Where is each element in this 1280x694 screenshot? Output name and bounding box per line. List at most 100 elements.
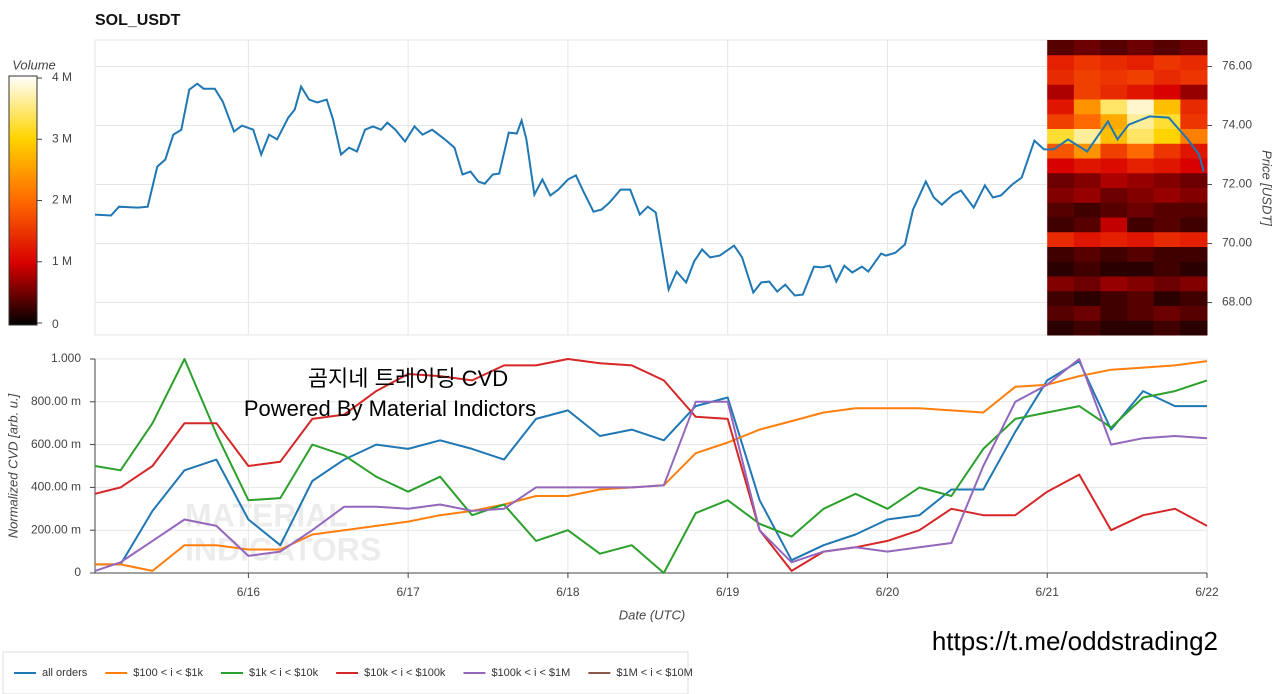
heatmap-cell [1047, 246, 1075, 262]
heatmap-cell [1100, 158, 1128, 174]
heatmap-cell [1047, 261, 1075, 277]
heatmap-cell [1153, 128, 1181, 144]
heatmap-cell [1153, 246, 1181, 262]
heatmap-cell [1153, 261, 1181, 277]
heatmap-cell [1073, 99, 1101, 115]
y-tick-label: 68.00 [1222, 295, 1252, 309]
legend-label: $1k < i < $10k [249, 667, 319, 679]
heatmap-cell [1047, 305, 1075, 321]
x-tick-label: 6/19 [716, 585, 740, 599]
colorbar-tick-label: 3 M [52, 131, 72, 145]
heatmap-cell [1073, 40, 1101, 56]
heatmap-cell [1180, 305, 1208, 321]
x-tick-label: 6/17 [396, 585, 420, 599]
heatmap-cell [1153, 54, 1181, 70]
heatmap-cell [1047, 172, 1075, 188]
heatmap-cell [1180, 54, 1208, 70]
heatmap-cell [1047, 320, 1075, 336]
heatmap-cell [1127, 320, 1155, 336]
heatmap-cell [1073, 217, 1101, 233]
heatmap-cell [1180, 143, 1208, 159]
heatmap-cell [1180, 276, 1208, 292]
heatmap-cell [1153, 143, 1181, 159]
heatmap-cell [1153, 217, 1181, 233]
heatmap-cell [1180, 261, 1208, 277]
heatmap-cell [1153, 84, 1181, 100]
heatmap-cell [1153, 290, 1181, 306]
heatmap-cell [1180, 172, 1208, 188]
heatmap-cell [1127, 187, 1155, 203]
heatmap-cell [1153, 276, 1181, 292]
heatmap-cell [1073, 84, 1101, 100]
annotation: Powered By Material Indictors [244, 396, 536, 421]
heatmap-cell [1153, 158, 1181, 174]
heatmap-cell [1180, 202, 1208, 218]
colorbar-title: Volume [12, 57, 56, 72]
y-tick-label: 400.00 m [31, 480, 81, 494]
heatmap-cell [1047, 276, 1075, 292]
legend-label: $10k < i < $100k [364, 667, 446, 679]
heatmap-cell [1047, 187, 1075, 203]
heatmap-cell [1073, 246, 1101, 262]
x-tick-label: 6/22 [1195, 585, 1219, 599]
heatmap-cell [1180, 113, 1208, 129]
heatmap-cell [1127, 54, 1155, 70]
heatmap-cell [1127, 276, 1155, 292]
heatmap-cell [1100, 187, 1128, 203]
heatmap-cell [1100, 69, 1128, 85]
x-tick-label: 6/18 [556, 585, 580, 599]
heatmap-cell [1180, 246, 1208, 262]
heatmap-cell [1100, 84, 1128, 100]
x-tick-label: 6/21 [1036, 585, 1060, 599]
plot-frame [94, 39, 1208, 336]
y-tick-label: 76.00 [1222, 59, 1252, 73]
y-tick-label: 0 [74, 565, 81, 579]
cvd-line [94, 358, 1208, 572]
heatmap-cell [1127, 261, 1155, 277]
y-axis-label: Normalized CVD [arb. u.] [5, 393, 20, 538]
heatmap-cell [1100, 113, 1128, 129]
heatmap-cell [1047, 40, 1075, 56]
heatmap-cell [1100, 99, 1128, 115]
heatmap-cell [1153, 172, 1181, 188]
heatmap-cell [1100, 261, 1128, 277]
heatmap-cell [1100, 231, 1128, 247]
y-axis-label: Price [USDT] [1260, 150, 1275, 226]
y-tick-label: 600.00 m [31, 437, 81, 451]
y-tick-label: 200.00 m [31, 522, 81, 536]
heatmap-cell [1047, 217, 1075, 233]
heatmap-cell [1073, 231, 1101, 247]
heatmap-cell [1127, 305, 1155, 321]
heatmap-cell [1073, 305, 1101, 321]
heatmap-cell [1100, 276, 1128, 292]
heatmap-cell [1047, 158, 1075, 174]
heatmap-cell [1127, 128, 1155, 144]
heatmap-cell [1180, 99, 1208, 115]
heatmap-cell [1127, 231, 1155, 247]
heatmap-cell [1180, 217, 1208, 233]
heatmap-cell [1073, 187, 1101, 203]
heatmap-cell [1100, 40, 1128, 56]
heatmap-cell [1153, 305, 1181, 321]
legend-label: $100k < i < $1M [491, 667, 570, 679]
heatmap-cell [1073, 290, 1101, 306]
y-tick-label: 72.00 [1222, 177, 1252, 191]
heatmap-cell [1127, 143, 1155, 159]
heatmap-cell [1153, 69, 1181, 85]
cvd-line [95, 360, 1207, 566]
heatmap-cell [1153, 231, 1181, 247]
cvd-line [94, 358, 1208, 572]
heatmap-cell [1073, 276, 1101, 292]
heatmap-cell [1100, 217, 1128, 233]
heatmap-cell [1073, 158, 1101, 174]
heatmap-cell [1047, 231, 1075, 247]
heatmap-cell [1100, 143, 1128, 159]
x-tick-label: 6/16 [237, 585, 261, 599]
heatmap-cell [1073, 69, 1101, 85]
heatmap-cell [1047, 202, 1075, 218]
heatmap-cell [1153, 187, 1181, 203]
heatmap-cell [1127, 84, 1155, 100]
heatmap-cell [1047, 290, 1075, 306]
heatmap-cell [1180, 320, 1208, 336]
